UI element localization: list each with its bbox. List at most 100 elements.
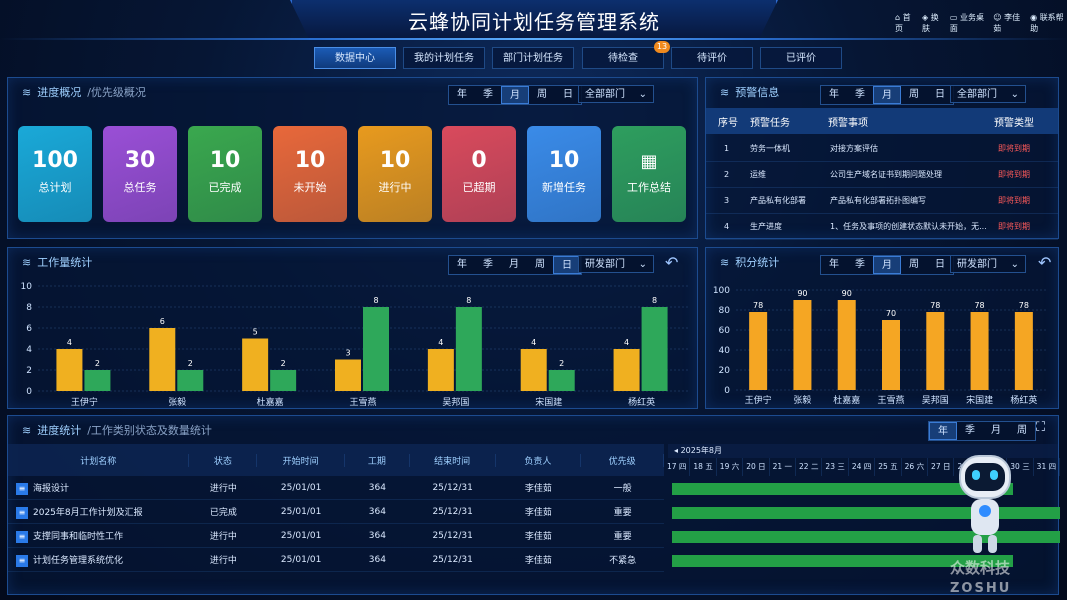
workload-dept-select[interactable]: 研发部门 ⌄ [578, 255, 654, 273]
period-year[interactable]: 年 [457, 89, 467, 100]
period-quarter[interactable]: 季 [855, 89, 865, 100]
back-icon[interactable]: ↶ [1038, 253, 1052, 272]
robot-assistant[interactable] [955, 455, 1015, 555]
plan-end: 25/12/31 [432, 482, 473, 493]
score-bar[interactable] [837, 300, 856, 390]
score-bar[interactable] [793, 300, 812, 390]
period-week[interactable]: 周 [537, 89, 547, 100]
gantt-bar[interactable] [672, 483, 1014, 495]
period-year[interactable]: 年 [829, 89, 839, 100]
workload-bar[interactable] [242, 338, 269, 392]
workload-bar[interactable] [363, 307, 389, 391]
help-link[interactable]: ◉ 联系帮助 [1030, 13, 1064, 33]
score-bar[interactable] [970, 312, 989, 390]
user-link[interactable]: ☺ 李佳茹 [993, 13, 1021, 33]
workload-bar[interactable] [335, 359, 361, 392]
score-bar[interactable] [882, 320, 900, 390]
period-month[interactable]: 月 [991, 425, 1001, 436]
period-year[interactable]: 年 [457, 259, 467, 270]
plan-name: ≡ 海报设计 [8, 481, 189, 495]
period-day[interactable]: 日 [553, 256, 581, 274]
period-year[interactable]: 年 [829, 259, 839, 270]
overview-title: ≋ 进度概况/优先级概况 [22, 85, 146, 100]
workload-bar[interactable] [613, 349, 640, 391]
table-row[interactable]: ≡ 海报设计 进行中 25/01/01 364 25/12/31 李佳茹 一般 [8, 476, 664, 500]
table-row[interactable]: ≡ 2025年8月工作计划及汇报 已完成 25/01/01 364 25/12/31 李佳茹… [8, 500, 664, 524]
stat-card-value: 10 [379, 148, 411, 173]
progress-title: ≋ 进度统计/工作类别状态及数量统计 [22, 423, 212, 438]
workload-bar[interactable] [427, 349, 454, 391]
bar-value-label: 2 [95, 359, 100, 368]
period-day[interactable]: 日 [563, 89, 573, 100]
tab-my-plans[interactable]: 我的计划任务 [403, 47, 485, 69]
score-bar[interactable] [926, 312, 945, 390]
tab-to-evaluate[interactable]: 待评价 [671, 47, 753, 69]
period-month[interactable]: 月 [873, 86, 901, 104]
score-bar[interactable] [1014, 312, 1033, 390]
bar-value-label: 90 [842, 289, 852, 298]
warning-index: 2 [724, 170, 730, 179]
period-week[interactable]: 周 [1017, 425, 1027, 436]
y-tick-label: 60 [719, 326, 731, 336]
workload-bar[interactable] [455, 307, 482, 391]
skin-link[interactable]: ◈ 换肤 [921, 13, 939, 33]
period-quarter[interactable]: 季 [483, 89, 493, 100]
warning-row[interactable]: 1 劳务一体机 对接方案评估 即将到期 [706, 136, 1058, 162]
desktop-link[interactable]: ▭ 业务桌面 [949, 13, 984, 33]
workload-bar[interactable] [177, 370, 204, 391]
warning-dept-select[interactable]: 全部部门 ⌄ [950, 85, 1026, 103]
home-link[interactable]: ⌂ 首页 [895, 13, 911, 33]
period-week[interactable]: 周 [535, 259, 545, 270]
workload-bar[interactable] [548, 370, 575, 391]
plan-icon: ≡ [16, 530, 28, 543]
warning-row[interactable]: 3 产品私有化部署 产品私有化部署拓扑图编写 即将到期 [706, 188, 1058, 214]
x-tick-label: 杜嘉嘉 [257, 396, 284, 408]
period-day[interactable]: 日 [935, 259, 945, 270]
workload-bar[interactable] [56, 349, 83, 391]
score-dept-select[interactable]: 研发部门 ⌄ [950, 255, 1026, 273]
overview-dept-select[interactable]: 全部部门 ⌄ [578, 85, 654, 103]
tab-evaluated[interactable]: 已评价 [760, 47, 842, 69]
warning-row[interactable]: 4 生产进度 1、任务及事项的创建状态默认未开始，无... 即将到期 [706, 214, 1058, 240]
period-month[interactable]: 月 [873, 256, 901, 274]
progress-period-selector: 年 季 月 周 [928, 421, 1036, 441]
tab-to-check[interactable]: 待检查 [582, 47, 664, 69]
warning-row[interactable]: 2 运维 公司生产域名证书到期问题处理 即将到期 [706, 162, 1058, 188]
back-icon[interactable]: ↶ [665, 253, 679, 272]
period-month[interactable]: 月 [509, 259, 519, 270]
tab-dept-plans[interactable]: 部门计划任务 [492, 47, 574, 69]
workload-bar[interactable] [641, 307, 668, 391]
period-week[interactable]: 周 [909, 259, 919, 270]
gantt-day: 31 四 [1034, 458, 1061, 476]
warning-table-header: 序号 预警任务 预警事项 预警类型 [706, 108, 1058, 134]
period-year[interactable]: 年 [929, 422, 957, 440]
period-quarter[interactable]: 季 [483, 259, 493, 270]
period-quarter[interactable]: 季 [855, 259, 865, 270]
workload-chart: 0 2 4 6 8 10 4 2 王伊宁 6 2 张毅 5 2 杜嘉嘉 3 8 王雪燕 4 8 吴邦国 4 2 宋国建 4 8 杨红… [21, 282, 688, 408]
workload-bar[interactable] [520, 349, 547, 391]
workload-bar[interactable] [149, 328, 176, 391]
warning-index: 3 [724, 196, 730, 205]
score-bar[interactable] [749, 312, 768, 390]
table-header-cell: 工期 [345, 453, 410, 467]
x-tick-label: 王伊宁 [745, 394, 772, 406]
table-row[interactable]: ≡ 支撑同事和临时性工作 进行中 25/01/01 364 25/12/31 李佳茹 重要 [8, 524, 664, 548]
workload-period-selector: 年 季 月 周 日 [448, 255, 582, 275]
period-week[interactable]: 周 [909, 89, 919, 100]
fullscreen-icon[interactable]: ⛶ [1036, 420, 1046, 435]
gantt-day: 24 四 [849, 458, 876, 476]
period-quarter[interactable]: 季 [965, 425, 975, 436]
gantt-bar[interactable] [672, 507, 1060, 519]
warning-index: 4 [724, 222, 730, 231]
table-row[interactable]: ≡ 计划任务管理系统优化 进行中 25/01/01 364 25/12/31 李佳茹 不紧急 [8, 548, 664, 572]
gantt-bar[interactable] [672, 555, 1014, 567]
period-month[interactable]: 月 [501, 86, 529, 104]
plan-name: ≡ 支撑同事和临时性工作 [8, 529, 189, 543]
tab-data-center[interactable]: 数据中心 [314, 47, 396, 69]
warning-type: 即将到期 [998, 144, 1030, 153]
workload-bar[interactable] [84, 370, 111, 391]
workload-bar[interactable] [270, 370, 297, 391]
gantt-bar[interactable] [672, 531, 1060, 543]
stat-card[interactable]: ▦ 工作总结 [612, 126, 686, 222]
period-day[interactable]: 日 [935, 89, 945, 100]
